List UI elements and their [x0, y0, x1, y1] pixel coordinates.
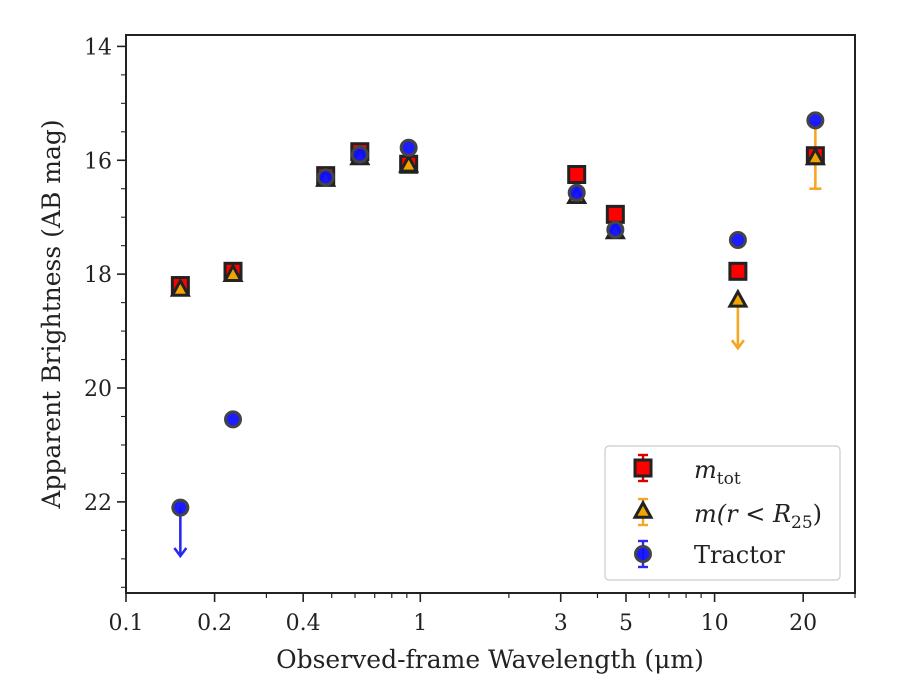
- marker-mr25: [222, 262, 244, 282]
- legend-label-mtot-main: m: [694, 456, 717, 484]
- y-tick-label: 22: [84, 491, 112, 516]
- legend-markers: [632, 453, 654, 569]
- upper-limit-arrow-mr25-head: [730, 339, 745, 351]
- legend-label-mtot: mtot: [694, 456, 741, 489]
- marker-tractor: [606, 220, 625, 239]
- legend-label-mr25: m(r < R25): [694, 500, 822, 533]
- marker-tractor: [399, 138, 418, 157]
- legend-label-mtot-sub: tot: [717, 469, 741, 489]
- x-tick-label: 0.2: [197, 611, 232, 636]
- y-tick-label: 16: [84, 149, 112, 174]
- y-axis-label: Apparent Brightness (AB mag): [37, 119, 66, 509]
- legend-label-mr25-main: m(r < R: [694, 500, 791, 528]
- marker-tractor: [567, 183, 586, 202]
- legend-label-mr25-sub: 25: [791, 513, 813, 533]
- x-tick-label: 20: [789, 611, 817, 636]
- legend-box: [604, 445, 841, 581]
- marker-mr25: [398, 153, 420, 173]
- x-tick-label: 10: [701, 611, 729, 636]
- y-tick-label: 18: [84, 263, 112, 288]
- marker-mtot: [728, 261, 748, 281]
- x-tick-label: 3: [554, 611, 568, 636]
- marker-tractor: [350, 145, 369, 164]
- x-tick-label: 0.1: [109, 611, 144, 636]
- marker-tractor: [224, 410, 243, 429]
- y-tick-label: 14: [84, 35, 112, 60]
- marker-mr25: [169, 277, 191, 297]
- marker-tractor: [316, 168, 335, 187]
- marker-tractor: [806, 111, 825, 130]
- marker-mr25: [727, 288, 749, 308]
- marker-mtot: [567, 165, 587, 184]
- marker-tractor: [171, 498, 190, 517]
- legend: mtot m(r < R25) Tractor: [604, 445, 841, 581]
- x-tick-label: 5: [619, 611, 633, 636]
- x-tick-label: 1: [413, 611, 427, 636]
- marker-mr25: [804, 146, 826, 166]
- upper-limit-arrow-tractor-head: [173, 547, 188, 559]
- marker-mtot: [605, 204, 625, 224]
- legend-label-mr25-suffix: ): [813, 500, 822, 528]
- y-tick-label: 20: [84, 377, 112, 402]
- marker-tractor: [728, 230, 747, 249]
- x-tick-label: 0.4: [286, 611, 321, 636]
- legend-marker-mtot: [633, 458, 653, 478]
- x-axis-ticks: 0.1 0.2 0.4 1 3 5 10 20: [109, 593, 856, 636]
- legend-label-tractor: Tractor: [694, 541, 785, 569]
- plot-frame: [125, 34, 856, 594]
- legend-marker-mr25: [632, 499, 654, 519]
- y-axis-ticks: 14 16 18 20 22: [84, 35, 126, 588]
- data-markers: [169, 111, 826, 517]
- legend-marker-tractor: [634, 545, 652, 563]
- x-axis-label: Observed-frame Wavelength (μm): [276, 645, 704, 674]
